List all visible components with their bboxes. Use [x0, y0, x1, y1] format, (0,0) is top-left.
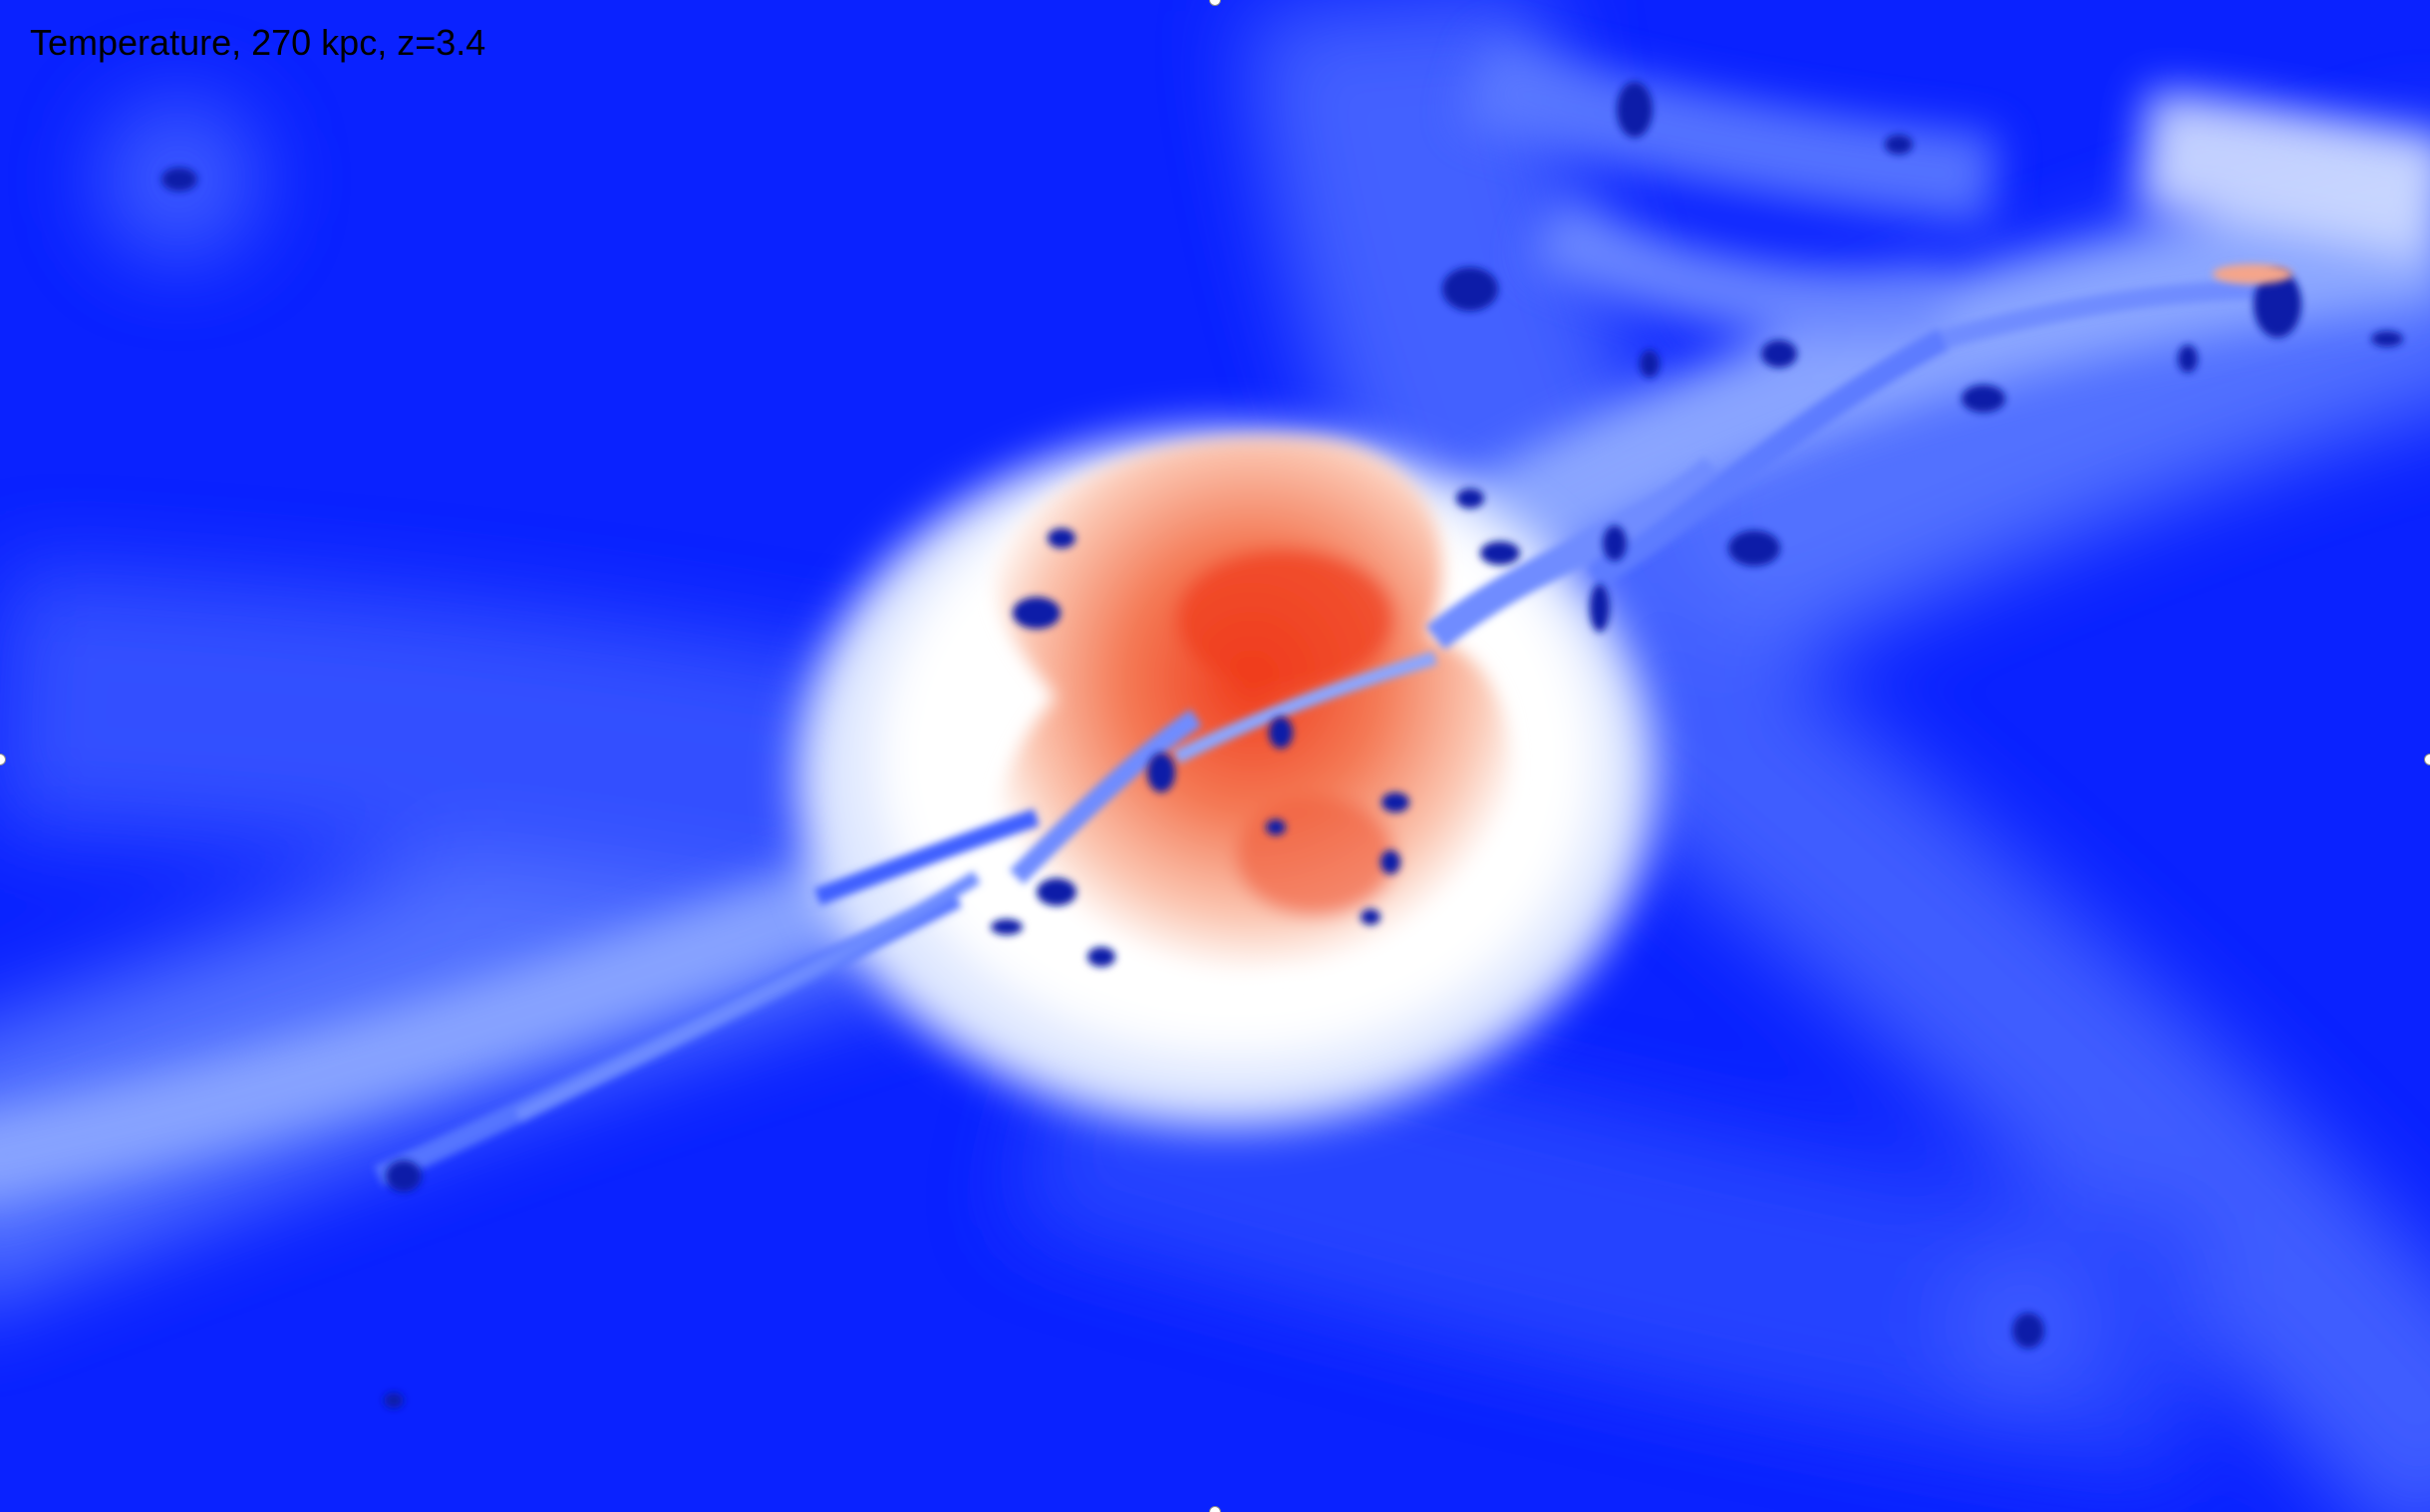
- cold-streams: [374, 279, 2293, 1187]
- hot-core: [993, 437, 1511, 977]
- resize-handle-bottom[interactable]: [1209, 1506, 1221, 1512]
- hot-rim: [2213, 264, 2292, 284]
- resize-handle-right[interactable]: [2424, 754, 2430, 765]
- plot-caption: Temperature, 270 kpc, z=3.4: [30, 22, 486, 63]
- cold-clumps: [161, 82, 2403, 1408]
